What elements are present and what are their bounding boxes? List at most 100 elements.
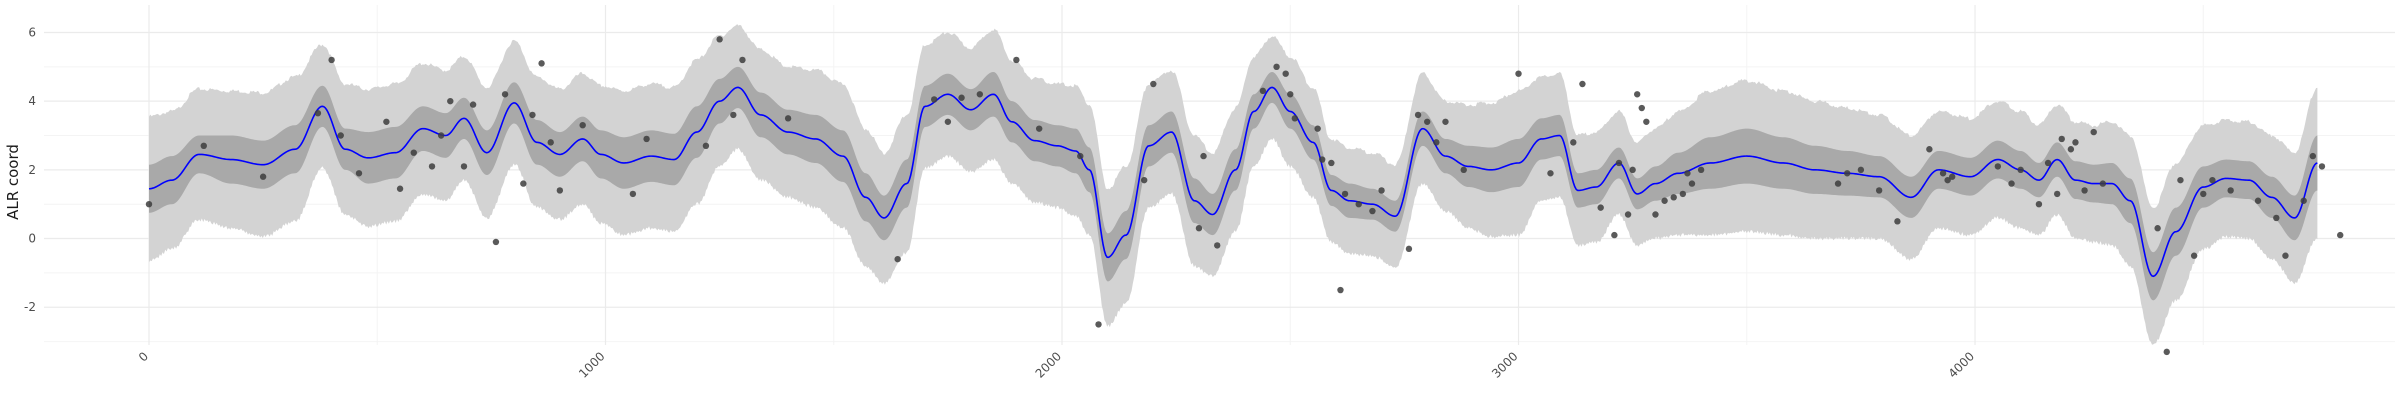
data-point <box>1355 200 1362 208</box>
data-point <box>2058 135 2065 143</box>
data-point <box>2099 180 2107 187</box>
data-point <box>460 163 468 170</box>
data-point <box>1875 187 1883 194</box>
data-point <box>930 96 938 103</box>
data-point <box>1597 204 1604 211</box>
data-point <box>976 91 984 98</box>
data-point <box>1944 176 1951 184</box>
data-point <box>2008 180 2015 187</box>
data-point <box>1291 115 1299 122</box>
data-point <box>1460 166 1467 174</box>
data-point <box>410 149 417 156</box>
x-tick-label: 2000 <box>1033 349 1064 380</box>
data-point <box>2072 139 2079 146</box>
data-point <box>2163 348 2170 356</box>
data-point <box>894 255 901 263</box>
data-point <box>1634 91 1641 98</box>
data-point <box>259 173 267 180</box>
data-point <box>1624 211 1632 218</box>
data-point <box>2300 197 2307 204</box>
mean-curve-line <box>148 86 2318 278</box>
data-point <box>1994 163 2002 170</box>
data-point <box>1150 80 1157 88</box>
x-tick-label: 1000 <box>576 349 607 380</box>
data-point <box>383 118 390 125</box>
data-point <box>1834 180 1842 187</box>
x-tick-label: 4000 <box>1946 349 1977 380</box>
data-point <box>2035 200 2043 208</box>
data-point <box>428 163 436 170</box>
data-point <box>2209 176 2216 184</box>
data-point <box>1424 118 1431 125</box>
data-point <box>447 97 454 105</box>
data-point <box>314 109 322 117</box>
y-tick-label: 2 <box>28 163 36 177</box>
data-point <box>1214 242 1221 249</box>
data-point <box>1414 111 1422 119</box>
data-point <box>1629 166 1636 174</box>
data-point <box>328 56 335 64</box>
data-point <box>1894 218 1901 225</box>
data-point <box>1643 118 1650 125</box>
data-point <box>1337 286 1344 294</box>
data-point <box>1926 146 1933 153</box>
data-point <box>1378 187 1385 194</box>
data-point <box>1684 170 1691 177</box>
data-point <box>2154 225 2161 232</box>
data-point <box>437 132 445 139</box>
data-point <box>944 118 952 125</box>
data-point <box>1341 190 1349 198</box>
data-point <box>2017 166 2024 174</box>
data-point <box>2254 197 2262 204</box>
data-point <box>1515 70 1522 77</box>
data-point <box>629 190 637 198</box>
data-point <box>2337 231 2344 239</box>
data-point <box>702 142 710 150</box>
data-point <box>2044 159 2052 167</box>
data-point <box>1547 170 1554 177</box>
data-point <box>1857 166 1865 174</box>
data-point <box>1328 159 1335 167</box>
data-point <box>2190 252 2198 259</box>
data-point <box>1697 166 1705 174</box>
data-point <box>1611 231 1618 239</box>
data-point <box>547 139 554 146</box>
data-point <box>1442 118 1449 125</box>
data-point <box>784 115 792 122</box>
data-point <box>1405 245 1413 253</box>
data-point <box>529 111 536 119</box>
data-point <box>643 135 650 143</box>
data-point <box>200 142 207 150</box>
data-point <box>2282 252 2289 259</box>
data-point <box>2273 214 2280 222</box>
data-point <box>145 200 153 208</box>
data-point <box>1035 125 1043 132</box>
data-point <box>1679 190 1687 198</box>
data-point <box>1688 180 1696 187</box>
inner-credible-band <box>149 66 2318 301</box>
data-point <box>1615 159 1623 167</box>
y-tick-label: 6 <box>28 25 36 39</box>
data-point <box>1661 197 1668 204</box>
data-point <box>1200 152 1207 160</box>
data-point <box>396 185 404 192</box>
y-tick-label: 0 <box>28 232 36 246</box>
data-point <box>469 101 477 108</box>
data-point <box>1314 125 1321 132</box>
data-point <box>1287 91 1294 98</box>
data-point <box>2200 190 2207 198</box>
data-point <box>1948 173 1956 180</box>
data-point <box>1095 321 1102 328</box>
data-point <box>520 180 527 187</box>
data-point <box>1843 170 1851 177</box>
data-point <box>337 132 344 139</box>
y-axis-title: ALR coord <box>4 144 22 220</box>
data-point <box>2090 128 2097 136</box>
y-tick-labels: -2 0 2 4 6 <box>24 25 36 314</box>
data-point <box>1939 170 1947 177</box>
data-point <box>1570 139 1577 146</box>
data-point <box>1077 152 1084 160</box>
data-point <box>2227 187 2234 194</box>
x-tick-label: 3000 <box>1489 349 1520 380</box>
